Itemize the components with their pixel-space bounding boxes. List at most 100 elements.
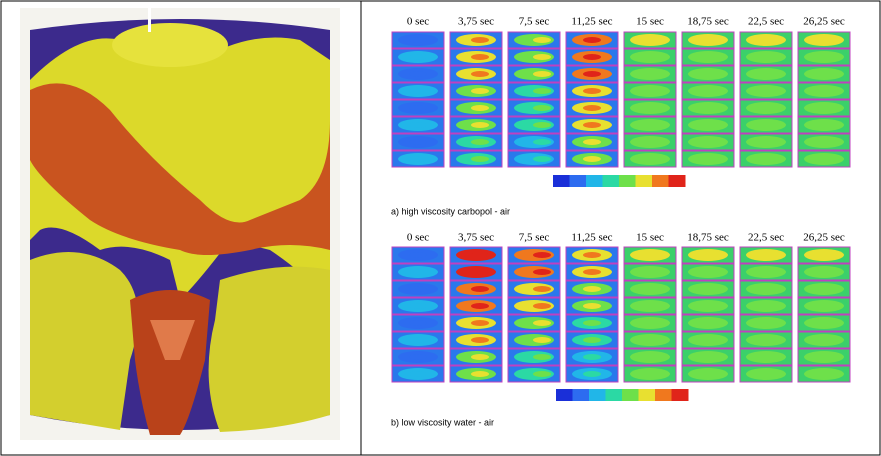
time-label: 3,75 sec (458, 232, 494, 244)
tomogram-grid (391, 246, 851, 383)
colorbar (556, 389, 689, 401)
tomogram-center (707, 54, 725, 60)
tomogram-center (471, 269, 489, 275)
colorbar-step (589, 389, 606, 401)
tomogram-center (471, 354, 489, 360)
tomogram-center (471, 371, 489, 377)
colorbar-step (569, 175, 587, 187)
tomogram-center (707, 337, 725, 343)
tomogram-center (471, 37, 489, 43)
tomogram-center (583, 37, 601, 43)
tomogram-center (533, 156, 551, 162)
caption: a) high viscosity carbopol - air (391, 206, 510, 216)
tomogram-center (819, 122, 837, 128)
tomogram-center (583, 122, 601, 128)
colorbar-step (556, 389, 573, 401)
tomogram-center (409, 105, 427, 111)
tomogram-center (645, 122, 663, 128)
tomogram-center (471, 252, 489, 258)
tomogram-center (645, 303, 663, 309)
time-label: 0 sec (407, 16, 429, 28)
tomogram-center (645, 156, 663, 162)
time-label: 18,75 sec (687, 232, 729, 244)
tomogram-center (409, 303, 427, 309)
tomogram-center (583, 105, 601, 111)
tomogram-center (583, 71, 601, 77)
time-label: 15 sec (636, 232, 664, 244)
colorbar-step (553, 175, 570, 187)
tomogram-center (409, 286, 427, 292)
tomogram-center (409, 54, 427, 60)
tomogram-grid (391, 31, 851, 168)
tomogram-center (409, 337, 427, 343)
time-label: 0 sec (407, 232, 429, 244)
tomogram-center (757, 252, 775, 258)
tomogram-center (533, 105, 551, 111)
colorbar-step (638, 389, 656, 401)
tomogram-center (819, 139, 837, 145)
tomogram-center (409, 88, 427, 94)
tomogram-center (471, 286, 489, 292)
tomogram-center (645, 337, 663, 343)
tomogram-center (583, 303, 601, 309)
tomogram-center (707, 252, 725, 258)
tomogram-center (645, 88, 663, 94)
tomogram-center (819, 320, 837, 326)
time-label: 26,25 sec (803, 232, 845, 244)
tomogram-center (707, 88, 725, 94)
tomogram-center (645, 37, 663, 43)
tomogram-center (707, 71, 725, 77)
tomogram-center (757, 105, 775, 111)
colorbar-step (635, 175, 653, 187)
tomogram-center (645, 371, 663, 377)
tomogram-center (409, 252, 427, 258)
colorbar-step (572, 389, 590, 401)
tomogram-center (533, 269, 551, 275)
tomogram-center (819, 54, 837, 60)
tomogram-center (583, 269, 601, 275)
tomogram-center (645, 286, 663, 292)
tomogram-center (533, 71, 551, 77)
tomogram-center (533, 37, 551, 43)
caption: b) low viscosity water - air (391, 417, 494, 427)
tomogram-center (533, 303, 551, 309)
tomogram-center (645, 54, 663, 60)
tomogram-center (819, 371, 837, 377)
tomogram-center (707, 286, 725, 292)
colorbar-step (668, 175, 686, 187)
render-3d (20, 8, 340, 440)
tomogram-center (471, 105, 489, 111)
tomogram-center (757, 139, 775, 145)
tomogram-center (757, 337, 775, 343)
tomogram-center (583, 54, 601, 60)
tomogram-center (707, 105, 725, 111)
time-label: 7,5 sec (519, 232, 550, 244)
tomogram-center (409, 269, 427, 275)
time-label: 26,25 sec (803, 16, 845, 28)
tomogram-center (757, 54, 775, 60)
tomogram-center (471, 71, 489, 77)
time-label: 22,5 sec (748, 16, 784, 28)
tomogram-center (819, 337, 837, 343)
tomogram-center (409, 156, 427, 162)
tomogram-center (533, 337, 551, 343)
tomogram-center (533, 252, 551, 258)
tomogram-center (757, 320, 775, 326)
tomogram-center (819, 105, 837, 111)
tomogram-center (583, 252, 601, 258)
tomogram-center (645, 354, 663, 360)
tomogram-center (819, 37, 837, 43)
tomogram-center (819, 252, 837, 258)
tomogram-center (645, 252, 663, 258)
tomogram-center (819, 354, 837, 360)
tomogram-center (645, 105, 663, 111)
tomogram-center (707, 156, 725, 162)
tomogram-center (707, 371, 725, 377)
tomogram-center (471, 54, 489, 60)
tomogram-center (819, 156, 837, 162)
tomogram-center (471, 320, 489, 326)
tomogram-center (409, 371, 427, 377)
